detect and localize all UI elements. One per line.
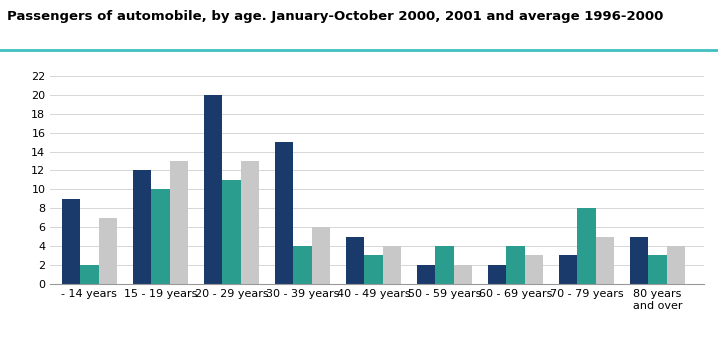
Bar: [596, 237, 614, 284]
Bar: [506, 246, 525, 284]
Bar: [222, 180, 241, 284]
Bar: [454, 265, 472, 284]
Bar: [62, 199, 80, 284]
Bar: [525, 255, 543, 284]
Bar: [241, 161, 259, 284]
Bar: [416, 265, 435, 284]
Bar: [559, 255, 577, 284]
Bar: [133, 171, 151, 284]
Bar: [312, 227, 330, 284]
Bar: [383, 246, 401, 284]
Bar: [151, 189, 169, 284]
Bar: [667, 246, 685, 284]
Bar: [80, 265, 98, 284]
Bar: [345, 237, 364, 284]
Bar: [630, 237, 648, 284]
Bar: [488, 265, 506, 284]
Bar: [169, 161, 188, 284]
Text: Passengers of automobile, by age. January-October 2000, 2001 and average 1996-20: Passengers of automobile, by age. Januar…: [7, 10, 663, 24]
Bar: [364, 255, 383, 284]
Bar: [98, 218, 117, 284]
Bar: [275, 142, 293, 284]
Bar: [204, 95, 222, 284]
Bar: [577, 208, 596, 284]
Bar: [648, 255, 667, 284]
Bar: [293, 246, 312, 284]
Bar: [435, 246, 454, 284]
